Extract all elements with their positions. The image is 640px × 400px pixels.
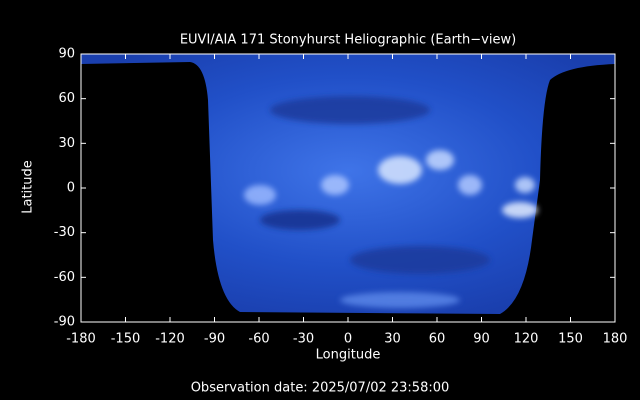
x-tick-label: 0 [344, 332, 352, 347]
map-image [81, 54, 615, 314]
y-tick-label: 90 [58, 47, 75, 62]
x-tick-label: -30 [293, 332, 314, 347]
y-tick-label: 0 [67, 181, 75, 196]
y-tick-label: -60 [54, 270, 75, 285]
x-tick-label: 90 [473, 332, 490, 347]
chart-title: EUVI/AIA 171 Stonyhurst Heliographic (Ea… [180, 33, 516, 48]
x-tick-label: -180 [66, 332, 96, 347]
x-tick-label: 180 [603, 332, 628, 347]
x-axis-label: Longitude [316, 348, 381, 363]
x-tick-label: -120 [155, 332, 185, 347]
y-tick-label: -30 [54, 225, 75, 240]
x-tick-label: -90 [204, 332, 225, 347]
x-tick-label: 60 [429, 332, 446, 347]
x-tick-label: 150 [558, 332, 583, 347]
x-tick-label: -150 [111, 332, 141, 347]
y-axis-label: Latitude [21, 160, 36, 214]
x-tick-label: -60 [248, 332, 269, 347]
observation-date: Observation date: 2025/07/02 23:58:00 [191, 381, 450, 396]
y-tick-label: 30 [58, 136, 75, 151]
x-tick-label: 120 [514, 332, 539, 347]
x-tick-label: 30 [384, 332, 401, 347]
y-tick-label: -90 [54, 315, 75, 330]
y-tick-label: 60 [58, 91, 75, 106]
